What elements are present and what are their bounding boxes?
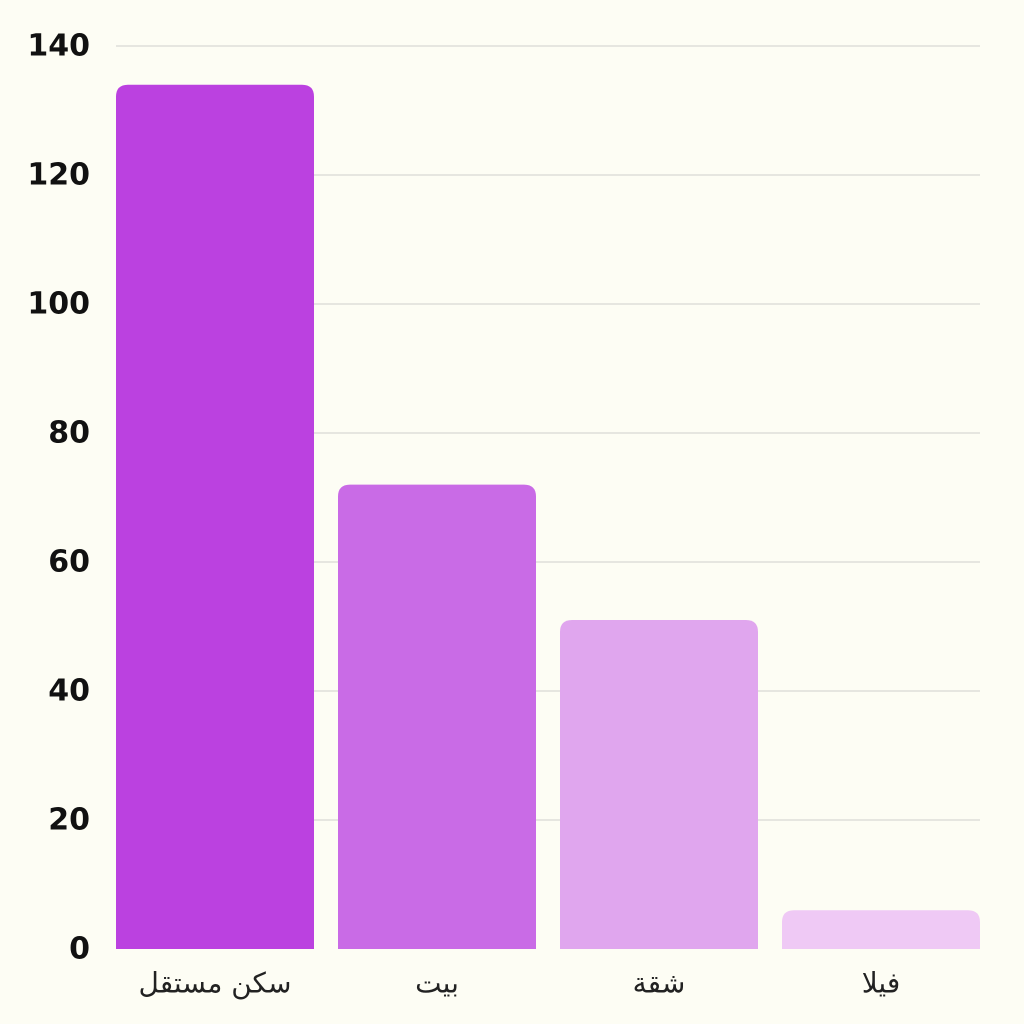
x-tick-label: سكن مستقل [139, 967, 292, 1000]
y-tick-label: 80 [48, 416, 90, 451]
bar-0 [116, 84, 314, 949]
y-tick-label: 20 [48, 803, 90, 838]
bar-2 [560, 620, 758, 949]
x-tick-label: فيلا [862, 967, 901, 1000]
bar-1 [338, 484, 536, 949]
y-tick-label: 140 [27, 29, 90, 64]
y-tick-label: 100 [27, 287, 90, 322]
x-tick-label: بيت [415, 967, 459, 1000]
bar-3 [782, 910, 980, 949]
x-tick-label: شقة [633, 967, 686, 1000]
x-axis-tick-labels: سكن مستقل بيت شقة فيلا [139, 967, 901, 1000]
y-tick-label: 120 [27, 158, 90, 193]
bars-layer [116, 84, 980, 949]
y-tick-label: 0 [69, 932, 90, 967]
y-tick-label: 60 [48, 545, 90, 580]
y-tick-label: 40 [48, 674, 90, 709]
y-axis-tick-labels: 0 20 40 60 80 100 120 140 [27, 29, 90, 967]
